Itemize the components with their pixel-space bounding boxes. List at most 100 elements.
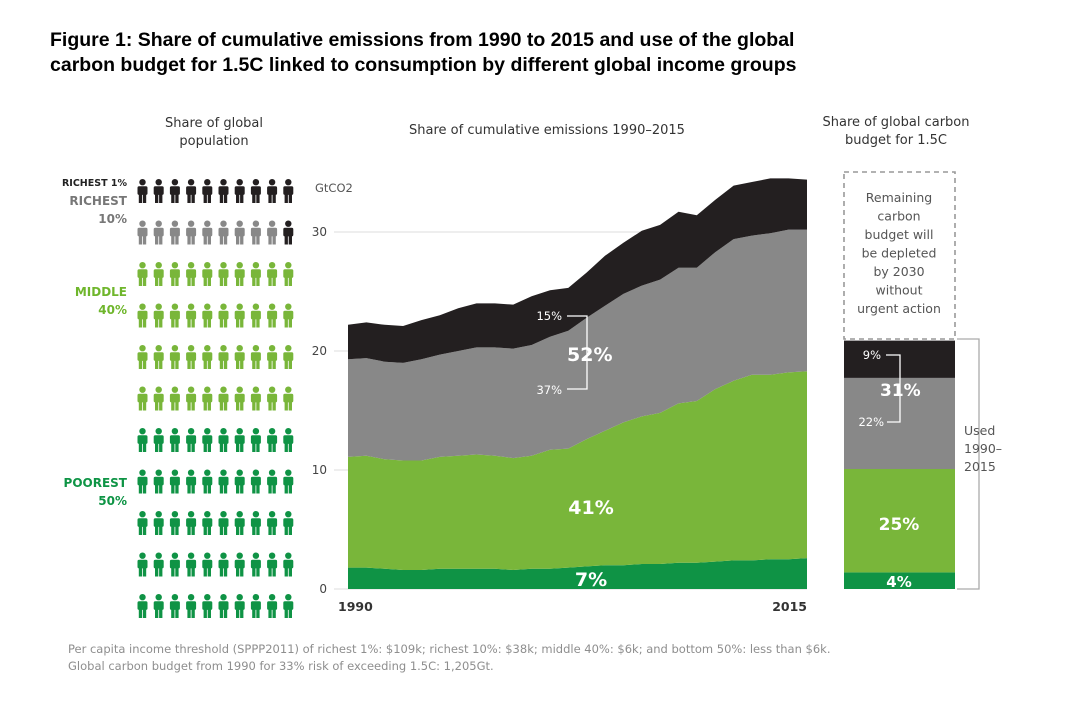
person-icon <box>186 220 197 245</box>
population-group-labels: RICHEST 1% RICHEST 10% MIDDLE 40% POOREST 50% <box>62 178 128 508</box>
x-tick-label: 1990 <box>338 599 373 614</box>
figure-title: Figure 1: Share of cumulative emissions … <box>50 28 1050 78</box>
person-icon <box>218 303 229 328</box>
person-icon <box>250 386 261 411</box>
population-group-label: MIDDLE <box>75 285 127 299</box>
used-label-line: Used <box>964 423 995 438</box>
footnote: Per capita income threshold (SPPP2011) o… <box>68 641 968 675</box>
person-icon <box>218 386 229 411</box>
person-icon <box>267 345 278 369</box>
remaining-budget-text: Remaining carbon budget will be depleted by … <box>857 190 941 316</box>
person-icon <box>283 303 294 328</box>
person-icon <box>250 511 261 535</box>
budget-segment <box>844 572 955 589</box>
person-icon <box>218 220 229 245</box>
person-icon <box>137 386 148 411</box>
remaining-budget-line: without <box>876 283 923 298</box>
person-icon <box>186 345 197 369</box>
person-icon <box>234 428 245 452</box>
person-icon <box>202 428 213 452</box>
person-icon <box>218 469 229 494</box>
person-icon <box>283 262 294 286</box>
person-icon <box>218 262 229 286</box>
person-icon <box>186 303 197 328</box>
budget-labels: 25% 4% 9% 22% 31% <box>858 348 920 591</box>
person-icon <box>137 345 148 369</box>
footnote-line-2: Global carbon budget from 1990 for 33% r… <box>68 659 494 673</box>
label-richest10-share: 37% <box>536 383 562 397</box>
person-icon <box>137 552 148 577</box>
person-icon <box>186 552 197 577</box>
person-icon <box>283 594 294 618</box>
used-label-line: 1990– <box>964 441 1002 456</box>
person-icon <box>267 469 278 494</box>
area-richest-1 <box>348 178 807 363</box>
person-icon <box>283 179 294 203</box>
person-icon <box>137 511 148 535</box>
person-icon <box>153 303 164 328</box>
budget-bracket <box>886 354 901 423</box>
y-tick-label: 0 <box>319 582 327 596</box>
budget-label-richest10: 22% <box>858 415 884 429</box>
person-icon <box>169 220 180 245</box>
person-icon <box>153 220 164 245</box>
person-icon <box>153 345 164 369</box>
person-icon <box>283 511 294 535</box>
person-icon <box>267 594 278 618</box>
x-tick-labels: 1990 2015 <box>338 599 807 614</box>
person-icon <box>250 345 261 369</box>
y-tick-labels: 0 10 20 30 <box>312 225 327 596</box>
footnote-line-1: Per capita income threshold (SPPP2011) o… <box>68 642 831 656</box>
population-heading-line-2: population <box>179 134 248 149</box>
person-icon <box>137 262 148 286</box>
y-axis-label: GtCO2 <box>315 181 353 195</box>
person-icon <box>137 179 148 203</box>
person-icon <box>250 594 261 618</box>
person-icon <box>218 345 229 369</box>
population-heading-line-1: Share of global <box>165 116 263 131</box>
budget-label-middle: 25% <box>879 515 920 535</box>
person-icon <box>267 511 278 535</box>
area-poorest-50 <box>348 558 807 589</box>
person-icon <box>234 345 245 369</box>
budget-heading-line-2: budget for 1.5C <box>845 133 947 148</box>
figure-title-line-2: carbon budget for 1.5C linked to consump… <box>50 54 797 76</box>
figure-title-line-1: Figure 1: Share of cumulative emissions … <box>50 29 795 51</box>
person-icon <box>202 220 213 245</box>
used-bracket <box>957 338 980 590</box>
person-icon <box>186 469 197 494</box>
carbon-budget-panel: Share of global carbon budget for 1.5C R… <box>823 115 1003 591</box>
person-icon <box>267 386 278 411</box>
person-icon <box>250 179 261 203</box>
person-icon <box>202 179 213 203</box>
person-icon <box>186 511 197 535</box>
person-icon <box>153 469 164 494</box>
population-group-label: 10% <box>98 212 127 226</box>
population-group-label: 40% <box>98 303 127 317</box>
area-middle-40 <box>348 371 807 570</box>
population-panel: Share of global population RICHEST 1%RIC… <box>62 116 294 618</box>
person-icon <box>202 345 213 369</box>
person-icon <box>169 469 180 494</box>
share-bracket <box>567 315 588 390</box>
person-icon <box>250 303 261 328</box>
person-icon <box>218 428 229 452</box>
person-icon <box>283 220 294 245</box>
remaining-budget-box <box>843 171 956 340</box>
person-icon <box>169 594 180 618</box>
person-icon <box>267 303 278 328</box>
person-icon <box>234 386 245 411</box>
person-icon <box>283 552 294 577</box>
x-tick-label: 2015 <box>772 599 807 614</box>
emissions-area-chart: Share of cumulative emissions 1990–2015 … <box>312 123 807 614</box>
person-icon <box>153 428 164 452</box>
person-icon <box>283 469 294 494</box>
person-icon <box>153 179 164 203</box>
person-icon <box>234 179 245 203</box>
person-icon <box>186 179 197 203</box>
person-icon <box>169 386 180 411</box>
budget-heading-line-1: Share of global carbon <box>823 115 970 130</box>
person-icon <box>169 345 180 369</box>
stacked-areas <box>348 178 807 589</box>
